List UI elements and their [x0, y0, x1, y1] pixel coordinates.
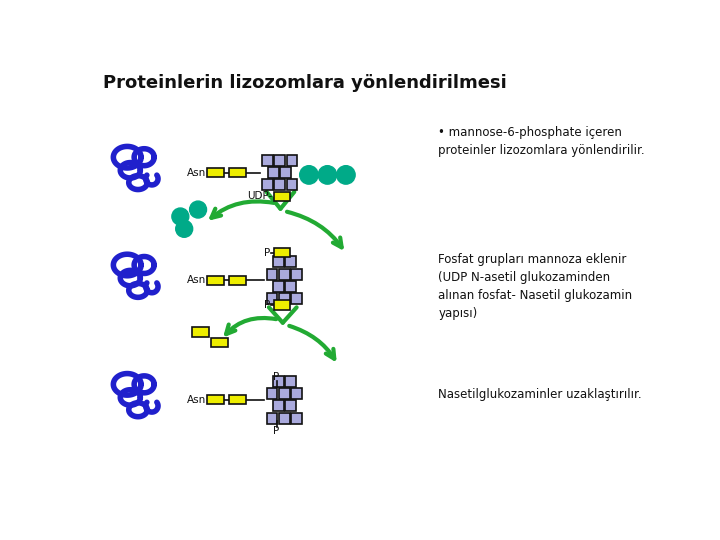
Text: Asn: Asn	[186, 395, 206, 405]
Bar	[211, 338, 228, 347]
Bar	[207, 395, 224, 404]
Text: Asn: Asn	[186, 167, 206, 178]
Bar	[207, 276, 224, 285]
Bar	[229, 395, 246, 404]
Text: P: P	[274, 373, 280, 382]
Bar	[229, 168, 246, 177]
Bar	[207, 168, 224, 177]
Text: P: P	[264, 248, 271, 258]
Text: UDP-: UDP-	[248, 192, 273, 201]
Bar	[229, 276, 246, 285]
Circle shape	[172, 208, 189, 225]
Circle shape	[189, 201, 207, 218]
Text: P: P	[264, 300, 271, 310]
Circle shape	[337, 166, 355, 184]
Bar	[274, 248, 290, 257]
Circle shape	[300, 166, 318, 184]
Bar	[192, 327, 209, 336]
Circle shape	[176, 220, 193, 237]
Bar	[274, 192, 290, 201]
Text: Proteinlerin lizozomlara yönlendirilmesi: Proteinlerin lizozomlara yönlendirilmesi	[104, 74, 507, 92]
Text: • mannose-6-phosphate içeren
proteinler lizozomlara yönlendirilir.: • mannose-6-phosphate içeren proteinler …	[438, 126, 645, 157]
Bar	[274, 300, 290, 309]
Text: Asn: Asn	[186, 275, 206, 286]
Text: Fosfat grupları mannoza eklenir
(UDP N-asetil glukozaminden
alınan fosfat- Naset: Fosfat grupları mannoza eklenir (UDP N-a…	[438, 253, 632, 320]
Text: P: P	[274, 426, 280, 436]
Circle shape	[318, 166, 337, 184]
Text: Nasetilglukozaminler uzaklaştırılır.: Nasetilglukozaminler uzaklaştırılır.	[438, 388, 642, 401]
